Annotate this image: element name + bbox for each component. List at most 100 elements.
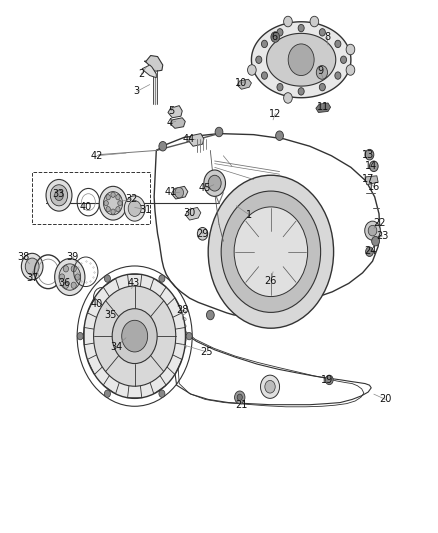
- Circle shape: [365, 149, 374, 160]
- Circle shape: [298, 88, 304, 95]
- Circle shape: [112, 309, 157, 364]
- Polygon shape: [267, 34, 336, 86]
- Text: 31: 31: [139, 205, 152, 215]
- Circle shape: [261, 375, 279, 398]
- Circle shape: [206, 310, 214, 320]
- Text: 11: 11: [317, 102, 329, 112]
- Circle shape: [284, 17, 292, 27]
- Circle shape: [368, 225, 377, 236]
- Text: 10: 10: [234, 78, 247, 88]
- Circle shape: [340, 56, 346, 63]
- Circle shape: [118, 200, 122, 206]
- Circle shape: [46, 180, 72, 211]
- Circle shape: [208, 175, 334, 328]
- Circle shape: [370, 161, 378, 172]
- Circle shape: [319, 84, 325, 91]
- Circle shape: [204, 170, 226, 196]
- Circle shape: [103, 191, 123, 215]
- Circle shape: [64, 282, 68, 288]
- Circle shape: [106, 206, 110, 212]
- Polygon shape: [237, 79, 251, 90]
- Text: 25: 25: [201, 347, 213, 357]
- Circle shape: [277, 29, 283, 36]
- Circle shape: [116, 195, 120, 200]
- Circle shape: [310, 17, 319, 27]
- Circle shape: [104, 275, 110, 282]
- Circle shape: [99, 187, 127, 220]
- Text: 42: 42: [91, 151, 103, 161]
- Text: 41: 41: [164, 187, 177, 197]
- Text: 26: 26: [265, 276, 277, 286]
- Polygon shape: [185, 207, 201, 220]
- Circle shape: [106, 195, 110, 200]
- Circle shape: [71, 282, 76, 288]
- Circle shape: [104, 200, 108, 206]
- Text: 6: 6: [271, 32, 277, 42]
- Text: 12: 12: [269, 109, 281, 118]
- Circle shape: [256, 56, 262, 63]
- Polygon shape: [189, 134, 204, 146]
- Circle shape: [127, 284, 136, 294]
- Text: 5: 5: [168, 106, 175, 116]
- Circle shape: [94, 286, 176, 386]
- Circle shape: [215, 127, 223, 137]
- Text: 35: 35: [104, 310, 116, 320]
- Text: 45: 45: [199, 183, 212, 193]
- Circle shape: [159, 390, 165, 398]
- Circle shape: [277, 84, 283, 91]
- Text: 32: 32: [125, 194, 138, 204]
- Circle shape: [64, 265, 68, 272]
- Circle shape: [365, 221, 380, 240]
- Text: 13: 13: [362, 150, 374, 160]
- Text: 8: 8: [324, 32, 330, 42]
- Circle shape: [265, 381, 275, 393]
- Text: 29: 29: [196, 229, 209, 239]
- Circle shape: [271, 32, 279, 42]
- Circle shape: [111, 209, 115, 214]
- Circle shape: [198, 228, 208, 240]
- Polygon shape: [251, 22, 351, 98]
- Text: 39: 39: [67, 252, 79, 262]
- Circle shape: [316, 66, 328, 79]
- Polygon shape: [170, 118, 185, 128]
- Polygon shape: [145, 55, 163, 71]
- Circle shape: [234, 207, 307, 296]
- Circle shape: [208, 175, 221, 191]
- Circle shape: [159, 141, 167, 151]
- Circle shape: [111, 192, 115, 197]
- Circle shape: [335, 40, 341, 47]
- Polygon shape: [171, 187, 188, 199]
- Text: 17: 17: [362, 174, 374, 184]
- Circle shape: [276, 131, 283, 140]
- Circle shape: [247, 64, 256, 75]
- Circle shape: [59, 264, 81, 290]
- Text: 19: 19: [321, 375, 333, 385]
- Circle shape: [366, 247, 373, 256]
- Circle shape: [235, 391, 245, 403]
- Text: 9: 9: [318, 66, 324, 76]
- Text: 22: 22: [373, 218, 385, 228]
- Circle shape: [55, 190, 64, 200]
- Circle shape: [21, 253, 43, 280]
- Text: 30: 30: [184, 208, 196, 217]
- Circle shape: [159, 275, 165, 282]
- Circle shape: [104, 390, 110, 398]
- Text: 37: 37: [26, 273, 39, 283]
- Circle shape: [186, 333, 192, 340]
- Circle shape: [75, 274, 80, 280]
- Text: 20: 20: [379, 394, 392, 405]
- Text: 23: 23: [376, 231, 389, 241]
- Text: 44: 44: [183, 134, 195, 144]
- Text: 2: 2: [138, 69, 144, 79]
- Circle shape: [77, 333, 83, 340]
- Circle shape: [25, 258, 39, 275]
- Text: 38: 38: [18, 252, 30, 262]
- Circle shape: [50, 185, 67, 206]
- Text: 40: 40: [80, 203, 92, 213]
- Circle shape: [124, 196, 145, 221]
- Polygon shape: [365, 176, 378, 185]
- Circle shape: [175, 188, 184, 198]
- Text: 40: 40: [91, 300, 103, 310]
- Text: 36: 36: [58, 278, 71, 288]
- Circle shape: [372, 237, 379, 246]
